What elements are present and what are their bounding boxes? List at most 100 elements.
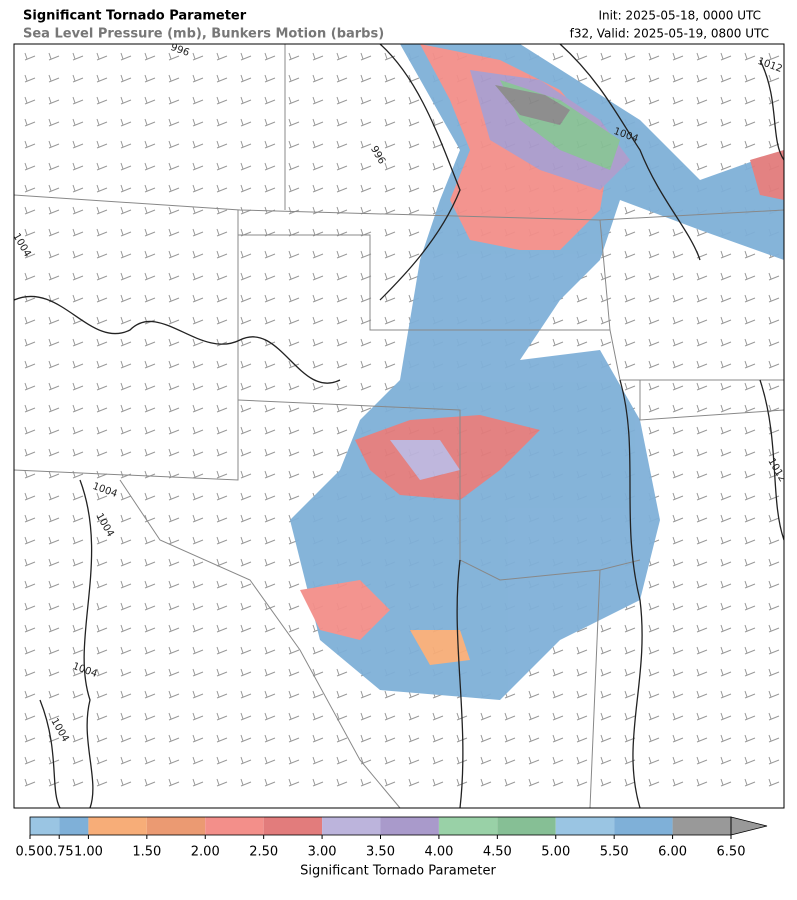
barb	[120, 646, 132, 655]
barb	[192, 514, 204, 523]
barb	[576, 316, 588, 325]
barb	[696, 734, 708, 743]
barb	[96, 712, 108, 721]
barb	[264, 404, 276, 413]
barb	[696, 382, 708, 391]
barb	[768, 690, 780, 699]
init-time: Init: 2025-05-18, 0000 UTC	[598, 9, 761, 23]
barb	[648, 426, 660, 435]
barb	[384, 756, 396, 765]
barb	[240, 602, 252, 611]
barb	[192, 580, 204, 589]
stp-mid	[410, 630, 470, 665]
barb	[744, 52, 756, 61]
barb	[768, 272, 780, 281]
barb	[168, 646, 180, 655]
barb	[768, 382, 780, 391]
barb	[216, 206, 228, 215]
barb	[144, 624, 156, 633]
barb	[168, 250, 180, 259]
barb	[552, 778, 564, 787]
barb	[216, 382, 228, 391]
barb	[192, 690, 204, 699]
barb	[504, 756, 516, 765]
barb	[672, 228, 684, 237]
barb	[648, 558, 660, 567]
barb	[312, 448, 324, 457]
barb	[48, 382, 60, 391]
barb	[408, 162, 420, 171]
barb	[648, 360, 660, 369]
barb	[576, 646, 588, 655]
barb	[384, 690, 396, 699]
barb	[192, 470, 204, 479]
barb	[720, 162, 732, 171]
barb	[144, 646, 156, 655]
barb	[672, 690, 684, 699]
barb	[192, 624, 204, 633]
barb	[48, 580, 60, 589]
barb	[552, 690, 564, 699]
barb	[672, 646, 684, 655]
barb	[96, 756, 108, 765]
barb	[624, 668, 636, 677]
barb	[264, 272, 276, 281]
barb	[264, 96, 276, 105]
barb	[240, 514, 252, 523]
barb	[72, 382, 84, 391]
colorbar-extend	[730, 816, 768, 836]
contour-label: 1012	[756, 56, 784, 75]
barb	[120, 294, 132, 303]
barb	[24, 52, 36, 61]
barb	[240, 668, 252, 677]
barb	[240, 734, 252, 743]
colorbar-segment	[30, 817, 60, 835]
barb	[624, 360, 636, 369]
barb	[144, 96, 156, 105]
barb	[672, 778, 684, 787]
barb	[240, 712, 252, 721]
barb	[72, 250, 84, 259]
barb	[744, 756, 756, 765]
barb	[696, 624, 708, 633]
barb	[216, 250, 228, 259]
barb	[192, 294, 204, 303]
barb	[624, 338, 636, 347]
barb	[312, 778, 324, 787]
barb	[24, 184, 36, 193]
barb	[744, 514, 756, 523]
barb	[288, 690, 300, 699]
barb	[192, 74, 204, 83]
barb	[96, 228, 108, 237]
colorbar-segment	[263, 817, 323, 835]
barb	[336, 162, 348, 171]
barb	[360, 272, 372, 281]
barb	[144, 734, 156, 743]
barb	[24, 624, 36, 633]
barb	[312, 690, 324, 699]
barb	[600, 52, 612, 61]
barb	[384, 118, 396, 127]
barb	[720, 580, 732, 589]
barb	[144, 338, 156, 347]
barb	[24, 514, 36, 523]
barb	[408, 96, 420, 105]
barb	[576, 668, 588, 677]
barb	[384, 206, 396, 215]
barb	[288, 96, 300, 105]
barb	[360, 140, 372, 149]
contour-label: 996	[368, 144, 387, 166]
barb	[72, 668, 84, 677]
barb	[288, 602, 300, 611]
barb	[24, 206, 36, 215]
barb	[648, 74, 660, 83]
barb	[624, 206, 636, 215]
barb	[528, 734, 540, 743]
barb	[48, 52, 60, 61]
barb	[528, 712, 540, 721]
barb	[624, 646, 636, 655]
barb	[336, 52, 348, 61]
barb	[240, 778, 252, 787]
barb	[264, 52, 276, 61]
